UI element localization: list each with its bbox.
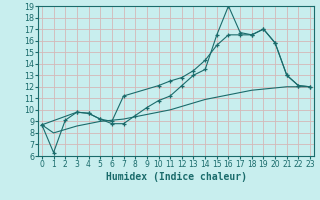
X-axis label: Humidex (Indice chaleur): Humidex (Indice chaleur) — [106, 172, 246, 182]
